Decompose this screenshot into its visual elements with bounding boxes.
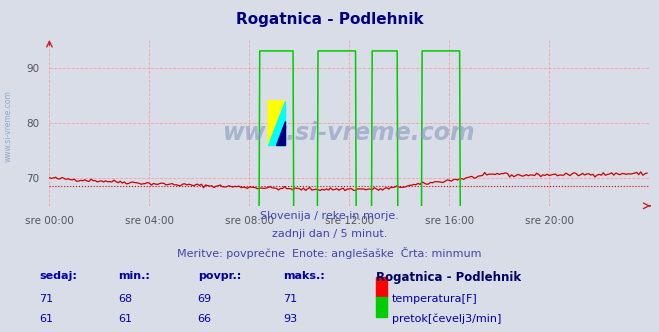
Polygon shape xyxy=(268,101,285,145)
Text: min.:: min.: xyxy=(119,271,150,281)
Text: 61: 61 xyxy=(40,314,53,324)
Text: Rogatnica - Podlehnik: Rogatnica - Podlehnik xyxy=(236,12,423,27)
Text: maks.:: maks.: xyxy=(283,271,325,281)
Text: pretok[čevelj3/min]: pretok[čevelj3/min] xyxy=(392,314,501,324)
Text: 71: 71 xyxy=(283,294,297,304)
Text: Rogatnica - Podlehnik: Rogatnica - Podlehnik xyxy=(376,271,521,284)
Text: Slovenija / reke in morje.: Slovenija / reke in morje. xyxy=(260,211,399,221)
Text: 71: 71 xyxy=(40,294,53,304)
Text: 93: 93 xyxy=(283,314,297,324)
Text: 66: 66 xyxy=(198,314,212,324)
Text: sedaj:: sedaj: xyxy=(40,271,77,281)
Polygon shape xyxy=(268,101,285,145)
Text: 69: 69 xyxy=(198,294,212,304)
Text: zadnji dan / 5 minut.: zadnji dan / 5 minut. xyxy=(272,229,387,239)
Text: 61: 61 xyxy=(119,314,132,324)
Text: temperatura[F]: temperatura[F] xyxy=(392,294,478,304)
Text: povpr.:: povpr.: xyxy=(198,271,241,281)
Text: www.si-vreme.com: www.si-vreme.com xyxy=(4,90,13,162)
Text: www.si-vreme.com: www.si-vreme.com xyxy=(223,121,476,145)
Text: 68: 68 xyxy=(119,294,132,304)
Text: Meritve: povprečne  Enote: anglešaške  Črta: minmum: Meritve: povprečne Enote: anglešaške Črt… xyxy=(177,247,482,259)
Polygon shape xyxy=(275,121,285,145)
